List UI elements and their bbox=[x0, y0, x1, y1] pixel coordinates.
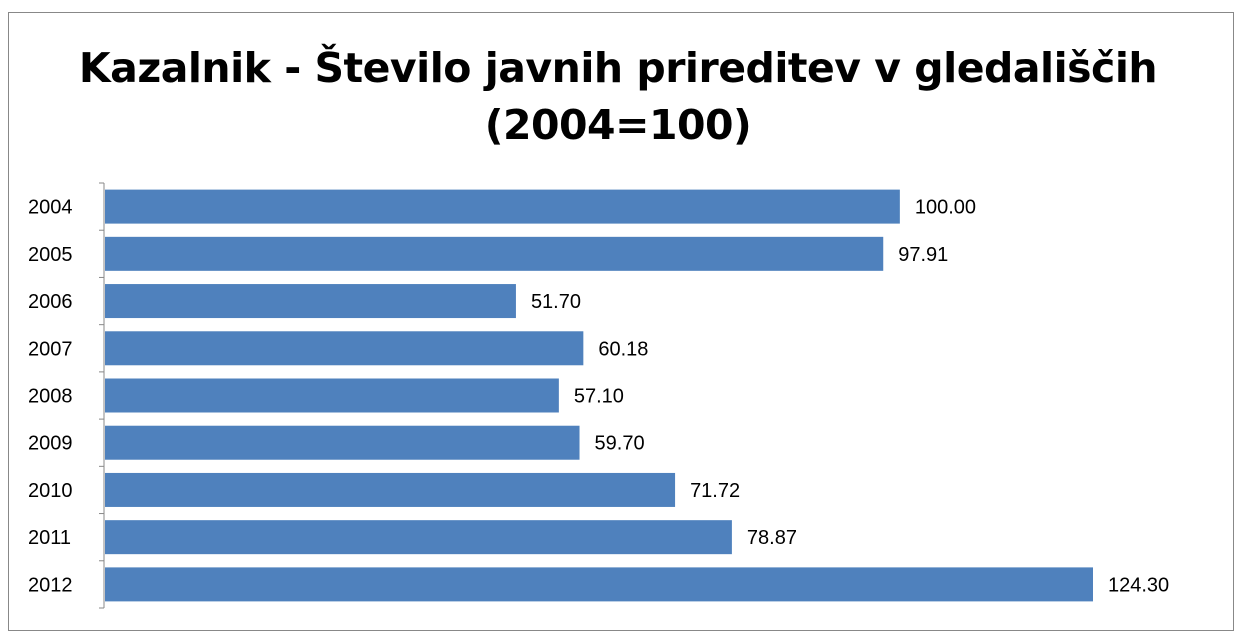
category-label-2004: 2004 bbox=[28, 197, 73, 219]
value-label-2005: 97.91 bbox=[898, 244, 948, 266]
category-label-2007: 2007 bbox=[28, 338, 73, 360]
value-label-2008: 57.10 bbox=[574, 386, 624, 408]
value-label-2011: 78.87 bbox=[747, 527, 797, 549]
category-label-2009: 2009 bbox=[28, 433, 73, 455]
bar-2007 bbox=[105, 331, 584, 366]
bar-2012 bbox=[105, 567, 1093, 602]
category-label-2005: 2005 bbox=[28, 244, 73, 266]
value-label-2012: 124.30 bbox=[1108, 574, 1169, 596]
bar-2006 bbox=[105, 284, 516, 319]
category-label-2008: 2008 bbox=[28, 386, 73, 408]
bar-2004 bbox=[105, 189, 900, 224]
bar-2009 bbox=[105, 425, 580, 460]
bar-2011 bbox=[105, 520, 732, 555]
value-label-2009: 59.70 bbox=[595, 433, 645, 455]
chart-title: Kazalnik - Število javnih prireditev v g… bbox=[0, 40, 1236, 154]
category-label-2010: 2010 bbox=[28, 480, 73, 502]
bar-2010 bbox=[105, 472, 676, 507]
category-label-2011: 2011 bbox=[28, 527, 71, 549]
category-label-2012: 2012 bbox=[28, 574, 73, 596]
chart-title-line-1: Kazalnik - Število javnih prireditev v g… bbox=[78, 44, 1158, 92]
bar-2005 bbox=[105, 236, 884, 271]
value-label-2010: 71.72 bbox=[690, 480, 740, 502]
bar-2008 bbox=[105, 378, 559, 413]
chart-title-line-2: (2004=100) bbox=[484, 101, 752, 149]
value-label-2004: 100.00 bbox=[915, 197, 976, 219]
category-label-2006: 2006 bbox=[28, 291, 73, 313]
value-label-2006: 51.70 bbox=[531, 291, 581, 313]
value-label-2007: 60.18 bbox=[598, 338, 648, 360]
